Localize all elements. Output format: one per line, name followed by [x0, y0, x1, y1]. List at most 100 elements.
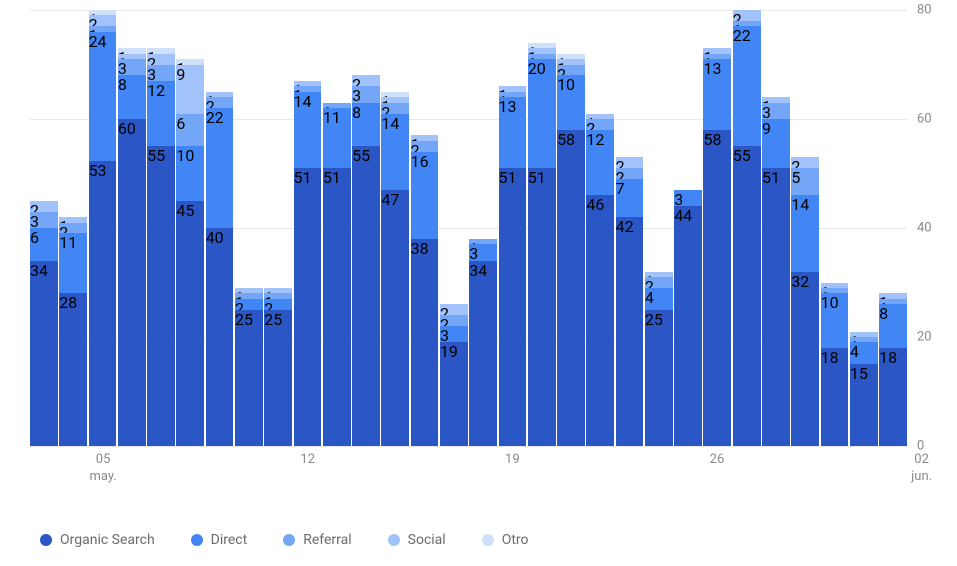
- bar-column[interactable]: 55832: [352, 10, 380, 446]
- bar-segment-organic: 28: [59, 293, 87, 446]
- bar-column[interactable]: 3431: [469, 10, 497, 446]
- legend-label: Direct: [211, 532, 248, 548]
- traffic-sources-chart: 020406080 346322811215324121608311551232…: [30, 10, 907, 496]
- legend-label: Referral: [303, 532, 351, 548]
- bar-segment-direct: 10: [821, 293, 849, 348]
- bar-segment-direct: 8: [118, 75, 146, 119]
- bar-segment-direct: 2: [264, 299, 292, 310]
- bar-segment-organic: 47: [381, 190, 409, 446]
- bar-column[interactable]: 511311: [499, 10, 527, 446]
- bar-column[interactable]: 443: [674, 10, 702, 446]
- bar-column[interactable]: 281121: [59, 10, 87, 446]
- bar-column[interactable]: 461221: [586, 10, 614, 446]
- bar-segment-organic: 51: [528, 168, 556, 446]
- bar-column[interactable]: 25211: [264, 10, 292, 446]
- legend-item-organic[interactable]: Organic Search: [40, 532, 155, 548]
- bar-segment-organic: 25: [264, 310, 292, 446]
- bar-column[interactable]: 19322: [440, 10, 468, 446]
- bar-segment-organic: 40: [206, 228, 234, 446]
- bar-column[interactable]: 181011: [821, 10, 849, 446]
- bar-segment-direct: 10: [557, 75, 585, 130]
- bar-segment-organic: 55: [352, 146, 380, 446]
- legend-label: Otro: [502, 532, 529, 548]
- x-tick-label: 26: [710, 452, 725, 469]
- bar-segment-referral: 3: [352, 86, 380, 102]
- bar-segment-direct: 9: [762, 119, 790, 168]
- bar-column[interactable]: 581311: [703, 10, 731, 446]
- bar-column[interactable]: 4510691: [176, 10, 204, 446]
- bar-column[interactable]: 25421: [645, 10, 673, 446]
- bar-segment-organic: 51: [294, 168, 322, 446]
- bar-segment-organic: 44: [674, 206, 702, 446]
- bar-segment-referral: 3: [30, 212, 58, 228]
- legend-item-social[interactable]: Social: [388, 532, 446, 548]
- bar-column[interactable]: 42722: [616, 10, 644, 446]
- bar-segment-direct: 22: [733, 26, 761, 146]
- legend-swatch: [388, 534, 400, 546]
- bar-segment-organic: 34: [30, 261, 58, 446]
- bar-segment-organic: 46: [586, 195, 614, 446]
- bar-column[interactable]: 5512321: [147, 10, 175, 446]
- bar-column[interactable]: 321452: [791, 10, 819, 446]
- bar-segment-organic: 38: [411, 239, 439, 446]
- bar-segment-direct: 4: [645, 288, 673, 310]
- bar-segment-direct: 6: [30, 228, 58, 261]
- x-axis: 05may.12192602jun.: [30, 446, 907, 496]
- bar-segment-social: 2: [352, 75, 380, 86]
- bar-segment-social: 9: [176, 65, 204, 114]
- bar-column[interactable]: 51931: [762, 10, 790, 446]
- bar-segment-social: 2: [733, 10, 761, 21]
- bar-segment-direct: 2: [235, 299, 263, 310]
- bar-column[interactable]: 5810211: [557, 10, 585, 446]
- bar-column[interactable]: 4714211: [381, 10, 409, 446]
- bar-segment-referral: 2: [557, 65, 585, 76]
- legend-item-otro[interactable]: Otro: [482, 532, 529, 548]
- bar-segment-direct: 16: [411, 152, 439, 239]
- bar-segment-referral: 2: [645, 277, 673, 288]
- legend-swatch: [482, 534, 494, 546]
- bar-segment-direct: 11: [59, 233, 87, 293]
- bar-segment-social: 2: [89, 15, 117, 26]
- bar-segment-direct: 14: [381, 114, 409, 190]
- bar-segment-direct: 12: [147, 81, 175, 146]
- bar-column[interactable]: 552212: [733, 10, 761, 446]
- bar-segment-direct: 24: [89, 32, 117, 161]
- bar-segment-direct: 4: [850, 342, 878, 364]
- y-tick-label: 60: [917, 112, 947, 127]
- bar-column[interactable]: 51111: [323, 10, 351, 446]
- plot-area: 020406080 346322811215324121608311551232…: [30, 10, 907, 446]
- legend-swatch: [283, 534, 295, 546]
- bar-segment-referral: 2: [59, 223, 87, 234]
- bar-column[interactable]: 402221: [206, 10, 234, 446]
- bar-column[interactable]: 5324121: [89, 10, 117, 446]
- x-tick-label: 02jun.: [911, 452, 932, 486]
- bar-column[interactable]: 511411: [294, 10, 322, 446]
- bar-segment-organic: 51: [762, 168, 790, 446]
- bar-segment-direct: 8: [352, 103, 380, 147]
- bar-column[interactable]: 25211: [235, 10, 263, 446]
- bar-segment-direct: 3: [469, 244, 497, 260]
- bar-column[interactable]: 15411: [850, 10, 878, 446]
- bar-column[interactable]: 5120111: [528, 10, 556, 446]
- bar-column[interactable]: 34632: [30, 10, 58, 446]
- bar-column[interactable]: 381621: [411, 10, 439, 446]
- bar-segment-referral: 2: [586, 119, 614, 130]
- bar-segment-referral: 3: [118, 59, 146, 75]
- bar-segment-social: 2: [791, 157, 819, 168]
- bar-segment-direct: 3: [440, 326, 468, 342]
- bar-segment-organic: 18: [821, 348, 849, 446]
- bar-segment-referral: 6: [176, 114, 204, 147]
- bar-segment-social: 2: [440, 304, 468, 315]
- legend: Organic Search Direct Referral Social Otro: [40, 532, 529, 548]
- legend-label: Social: [408, 532, 446, 548]
- bar-segment-organic: 53: [89, 161, 117, 446]
- legend-item-direct[interactable]: Direct: [191, 532, 248, 548]
- bar-segment-organic: 58: [557, 130, 585, 446]
- bar-segment-referral: 2: [616, 168, 644, 179]
- bar-segment-organic: 25: [645, 310, 673, 446]
- bar-column[interactable]: 18811: [879, 10, 907, 446]
- bar-column[interactable]: 608311: [118, 10, 146, 446]
- bar-segment-direct: 10: [176, 146, 204, 201]
- bar-segment-social: 2: [147, 54, 175, 65]
- legend-item-referral[interactable]: Referral: [283, 532, 351, 548]
